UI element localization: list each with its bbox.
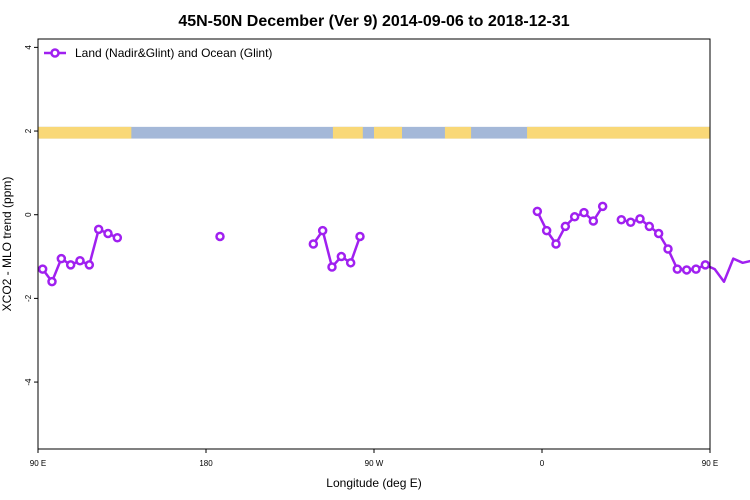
data-point	[551, 239, 561, 249]
data-point	[345, 258, 356, 268]
data-point	[75, 255, 85, 266]
land-band	[374, 126, 402, 139]
data-point	[672, 264, 683, 274]
x-tick-label: 0	[540, 459, 545, 468]
y-tick-label: -4	[24, 378, 33, 386]
data-point	[65, 260, 76, 270]
data-point	[541, 225, 552, 236]
data-point	[579, 207, 589, 218]
data-point	[37, 264, 48, 274]
land-band	[332, 126, 363, 139]
data-point	[103, 228, 113, 239]
data-point	[681, 265, 692, 275]
data-point	[569, 212, 580, 222]
y-axis-label: XCO2 - MLO trend (ppm)	[0, 177, 14, 312]
data-point	[308, 239, 319, 249]
data-point	[560, 221, 571, 232]
data-point	[336, 251, 347, 262]
series-layer	[37, 201, 750, 287]
plot-frame	[37, 38, 711, 450]
data-point	[112, 232, 123, 243]
y-axis: 4 2 0 -2 -4	[24, 45, 38, 386]
x-tick-label: 180	[199, 459, 213, 468]
data-point	[597, 201, 608, 212]
x-tick-label: 90 E	[702, 459, 718, 468]
data-point	[625, 217, 636, 227]
data-point	[663, 244, 673, 254]
data-point	[47, 276, 57, 287]
surface-band	[38, 126, 710, 139]
data-point	[355, 231, 365, 242]
data-point	[56, 253, 67, 264]
data-point	[215, 231, 225, 242]
x-axis-label: Longitude (deg E)	[326, 476, 421, 490]
x-tick-label: 90 E	[30, 459, 46, 468]
y-tick-label: -2	[24, 294, 33, 302]
data-point	[588, 216, 599, 226]
data-point	[616, 214, 627, 225]
chart-title: 45N-50N December (Ver 9) 2014-09-06 to 2…	[178, 13, 569, 30]
data-point	[93, 224, 104, 235]
data-point	[644, 221, 655, 232]
data-point	[84, 260, 95, 270]
legend: Land (Nadir&Glint) and Ocean (Glint)	[44, 46, 272, 60]
data-point	[691, 264, 701, 274]
x-tick-label: 90 W	[365, 459, 384, 468]
land-band	[527, 126, 710, 139]
land-band	[444, 126, 472, 139]
data-point	[327, 262, 337, 272]
data-point	[635, 214, 645, 224]
data-point	[700, 260, 711, 270]
data-point	[317, 225, 328, 236]
land-band	[38, 126, 132, 139]
y-tick-label: 0	[24, 212, 33, 217]
x-axis: 90 E 180 90 W 0 90 E	[30, 449, 718, 468]
data-point	[532, 206, 543, 217]
legend-label: Land (Nadir&Glint) and Ocean (Glint)	[75, 46, 272, 60]
legend-marker-swatch	[50, 48, 60, 58]
y-tick-label: 4	[24, 45, 33, 50]
y-tick-label: 2	[24, 128, 33, 133]
data-point	[653, 228, 664, 239]
